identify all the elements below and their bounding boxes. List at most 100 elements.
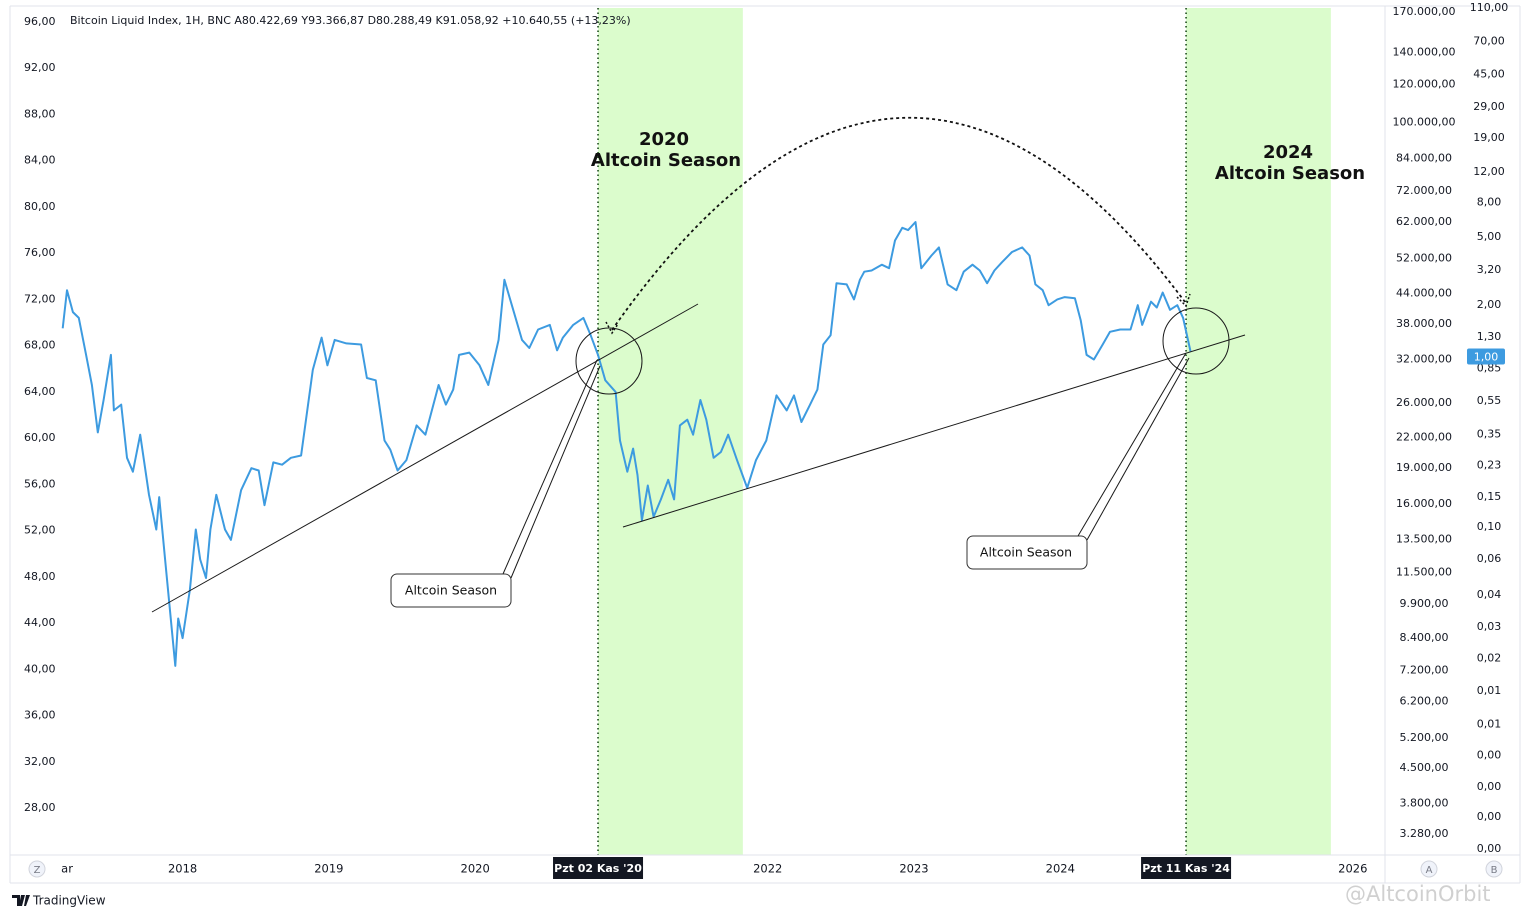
x-tick-label: 2026 [1338,862,1367,876]
y2-tick-label: 16.000,00 [1396,497,1452,510]
y2-tick-label: 3.800,00 [1400,796,1449,809]
y2-tick-label: 13.500,00 [1396,532,1452,545]
y3-tick-label: 1,30 [1477,330,1502,343]
last-value-box [1467,348,1505,365]
callout-pointer [1077,352,1187,537]
y-tick-label: 92,00 [24,61,56,74]
y3-tick-label: 0,00 [1477,748,1502,761]
y-tick-label: 64,00 [24,385,56,398]
data-layer: 96,00 92,00 88,00 84,00 80,00 76,00 72,00 68,00… [24,1,1508,879]
scale-button[interactable] [28,860,46,878]
x-tick-label: 2018 [168,862,197,876]
callout-pointer [502,359,598,575]
x-tick-label: ar [61,862,73,876]
y-tick-label: 80,00 [24,200,56,213]
y2-tick-label: 84.000,00 [1396,152,1452,165]
y2-tick-label: 4.500,00 [1400,761,1449,774]
y3-tick-label: 3,20 [1477,263,1502,276]
scale-button[interactable] [1420,860,1438,878]
watermark: @AltcoinOrbit [1345,882,1491,906]
callout-box [390,573,512,608]
y3-tick-label: 29,00 [1473,100,1505,113]
brand-name: TradingView [32,894,106,908]
y3-tick-label: 0,23 [1477,458,1502,471]
y-tick-label: 44,00 [24,616,56,629]
scale-button[interactable] [1485,860,1503,878]
drawings: Altcoin Season Altcoin Season 2020 Altco… [12,14,1503,908]
y2-tick-label: 100.000,00 [1393,115,1456,128]
y3-tick-label: 0,01 [1477,717,1502,730]
scale-button-label[interactable]: A [1426,865,1433,876]
y-tick-label: 56,00 [24,477,56,490]
x-tick-label: 2020 [461,862,490,876]
y2-tick-label: 72.000,00 [1396,184,1452,197]
trend-line [622,334,1246,528]
highlight-layer [597,8,1331,855]
y2-tick-label: 6.200,00 [1400,694,1449,707]
y3-tick-label: 0,00 [1477,810,1502,823]
x-tick-label: 2019 [314,862,343,876]
y3-tick-label: 110,00 [1470,1,1509,14]
callout-label: Altcoin Season [980,545,1072,560]
y3-tick-label: 0,10 [1477,520,1502,533]
season-title: Altcoin Season [591,150,741,171]
scale-button-label[interactable]: Z [34,865,41,876]
y2-tick-label: 44.000,00 [1396,286,1452,299]
y-tick-label: 48,00 [24,570,56,583]
x-tick-label: 2024 [1046,862,1075,876]
crosshair-label-box [1141,857,1232,879]
y2-tick-label: 140.000,00 [1393,45,1456,58]
crosshair-label: Pzt 11 Kas '24 [1142,862,1230,875]
trend-line [151,303,699,613]
x-tick-label: 2022 [753,862,782,876]
y2-tick-label: 52.000,00 [1396,252,1452,265]
y-tick-label: 32,00 [24,755,56,768]
y2-tick-label: 11.500,00 [1396,566,1452,579]
y-tick-label: 40,00 [24,662,56,675]
circle-marker [1162,307,1230,375]
highlight-range [598,8,743,855]
callout-pointer [510,365,601,579]
price-line [61,221,1192,667]
callout-pointer [1086,357,1190,541]
y3-tick-label: 0,55 [1477,394,1502,407]
circle-marker [575,327,643,395]
y-tick-label: 36,00 [24,709,56,722]
arrow-head [605,321,619,335]
last-value-label: 1,00 [1474,350,1499,363]
y3-tick-label: 0,03 [1477,620,1502,633]
y3-tick-label: 0,01 [1477,684,1502,697]
y-tick-label: 28,00 [24,801,56,814]
y3-tick-label: 70,00 [1473,35,1505,48]
x-tick-label: 2023 [899,862,928,876]
y-tick-label: 52,00 [24,524,56,537]
y2-tick-label: 3.280,00 [1400,827,1449,840]
y3-tick-label: 0,35 [1477,427,1502,440]
y3-tick-label: 0,02 [1477,651,1502,664]
y-tick-label: 88,00 [24,107,56,120]
y3-tick-label: 19,00 [1473,131,1505,144]
crosshair-label: Pzt 02 Kas '20 [554,862,642,875]
y-tick-label: 96,00 [24,15,56,28]
season-title: Altcoin Season [1215,163,1365,184]
y2-tick-label: 120.000,00 [1393,77,1456,90]
y3-tick-label: 5,00 [1477,230,1502,243]
highlight-range [1186,8,1331,855]
scale-button-label[interactable]: B [1491,865,1498,876]
y2-tick-label: 7.200,00 [1400,663,1449,676]
y2-tick-label: 22.000,00 [1396,431,1452,444]
y2-tick-label: 62.000,00 [1396,215,1452,228]
y3-tick-label: 0,06 [1477,552,1502,565]
y2-tick-label: 8.400,00 [1400,631,1449,644]
frame [9,5,1521,884]
y2-tick-label: 26.000,00 [1396,396,1452,409]
y2-tick-label: 170.000,00 [1393,5,1456,18]
y2-tick-label: 38.000,00 [1396,317,1452,330]
y3-tick-label: 2,00 [1477,298,1502,311]
y2-tick-label: 19.000,00 [1396,461,1452,474]
y-tick-label: 76,00 [24,246,56,259]
crosshair-label-box [553,857,644,879]
y3-tick-label: 0,04 [1477,588,1502,601]
y2-tick-label: 9.900,00 [1400,597,1449,610]
